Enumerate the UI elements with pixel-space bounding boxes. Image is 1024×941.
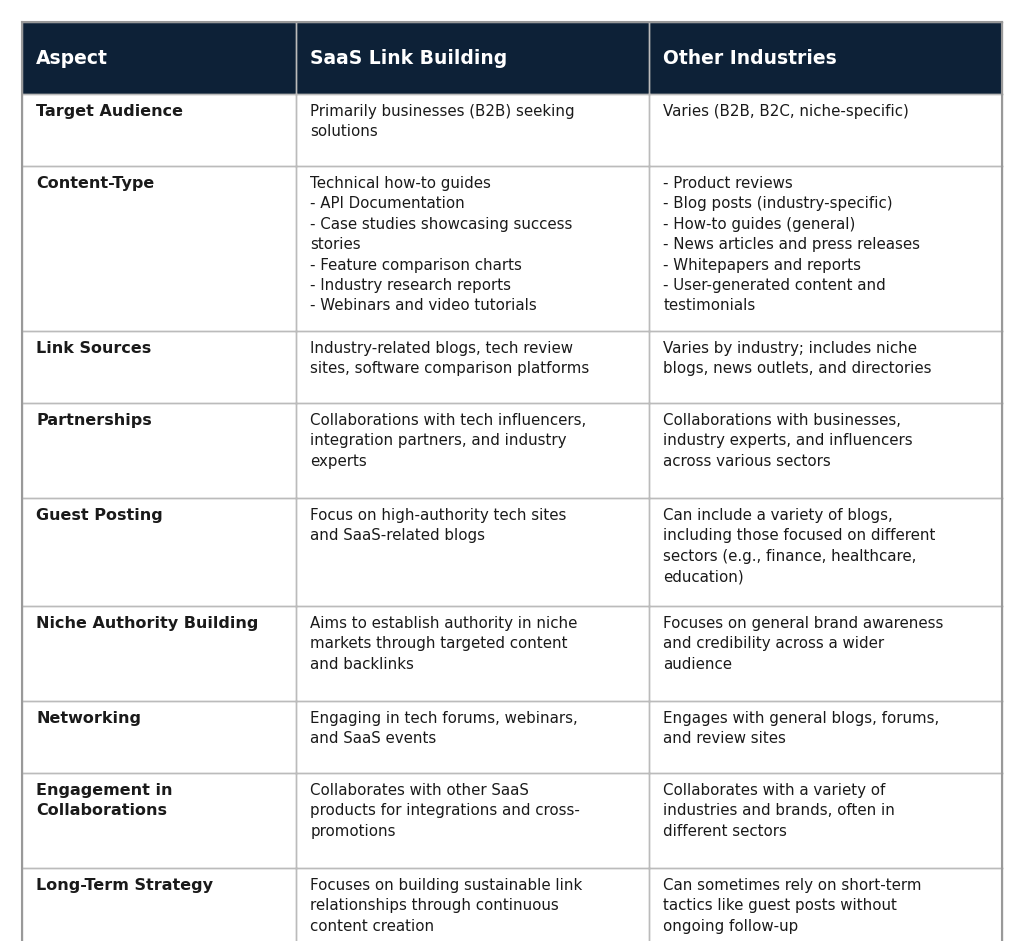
Bar — [22, 606, 296, 701]
Bar — [22, 773, 296, 868]
Text: Aspect: Aspect — [36, 49, 108, 68]
Text: Varies (B2B, B2C, niche-specific): Varies (B2B, B2C, niche-specific) — [664, 104, 909, 119]
Bar — [649, 773, 1002, 868]
Bar — [22, 701, 296, 773]
Text: Partnerships: Partnerships — [36, 413, 152, 428]
Text: Industry-related blogs, tech review
sites, software comparison platforms: Industry-related blogs, tech review site… — [310, 341, 590, 376]
Bar — [649, 498, 1002, 606]
Bar — [649, 403, 1002, 498]
Text: Focuses on building sustainable link
relationships through continuous
content cr: Focuses on building sustainable link rel… — [310, 878, 583, 933]
Text: Engaging in tech forums, webinars,
and SaaS events: Engaging in tech forums, webinars, and S… — [310, 711, 579, 746]
Text: - Product reviews
- Blog posts (industry-specific)
- How-to guides (general)
- N: - Product reviews - Blog posts (industry… — [664, 176, 921, 313]
Text: Focuses on general brand awareness
and credibility across a wider
audience: Focuses on general brand awareness and c… — [664, 616, 943, 672]
Bar — [22, 868, 296, 941]
Bar — [296, 331, 649, 403]
Text: Target Audience: Target Audience — [36, 104, 183, 119]
Text: Aims to establish authority in niche
markets through targeted content
and backli: Aims to establish authority in niche mar… — [310, 616, 578, 672]
Bar — [22, 498, 296, 606]
Bar — [296, 701, 649, 773]
Bar — [296, 403, 649, 498]
Bar — [22, 22, 296, 94]
Bar — [649, 22, 1002, 94]
Text: Link Sources: Link Sources — [36, 341, 152, 356]
Bar — [649, 701, 1002, 773]
Bar — [296, 606, 649, 701]
Text: Primarily businesses (B2B) seeking
solutions: Primarily businesses (B2B) seeking solut… — [310, 104, 575, 139]
Bar — [296, 868, 649, 941]
Bar — [649, 868, 1002, 941]
Text: Other Industries: Other Industries — [664, 49, 837, 68]
Text: Collaborations with tech influencers,
integration partners, and industry
experts: Collaborations with tech influencers, in… — [310, 413, 587, 469]
Text: Collaborates with other SaaS
products for integrations and cross-
promotions: Collaborates with other SaaS products fo… — [310, 783, 581, 838]
Bar — [22, 166, 296, 331]
Text: Technical how-to guides
- API Documentation
- Case studies showcasing success
st: Technical how-to guides - API Documentat… — [310, 176, 572, 313]
Bar — [296, 22, 649, 94]
Bar — [296, 166, 649, 331]
Bar — [22, 94, 296, 166]
Text: Content-Type: Content-Type — [36, 176, 155, 191]
Bar — [649, 606, 1002, 701]
Text: Can sometimes rely on short-term
tactics like guest posts without
ongoing follow: Can sometimes rely on short-term tactics… — [664, 878, 922, 933]
Text: Collaborations with businesses,
industry experts, and influencers
across various: Collaborations with businesses, industry… — [664, 413, 912, 469]
Text: Engages with general blogs, forums,
and review sites: Engages with general blogs, forums, and … — [664, 711, 939, 746]
Text: Niche Authority Building: Niche Authority Building — [36, 616, 258, 631]
Text: Collaborates with a variety of
industries and brands, often in
different sectors: Collaborates with a variety of industrie… — [664, 783, 895, 838]
Bar — [296, 94, 649, 166]
Bar — [649, 94, 1002, 166]
Text: Networking: Networking — [36, 711, 141, 726]
Text: Focus on high-authority tech sites
and SaaS-related blogs: Focus on high-authority tech sites and S… — [310, 508, 566, 543]
Text: SaaS Link Building: SaaS Link Building — [310, 49, 508, 68]
Bar — [296, 498, 649, 606]
Text: Long-Term Strategy: Long-Term Strategy — [36, 878, 213, 893]
Bar — [296, 773, 649, 868]
Text: Engagement in
Collaborations: Engagement in Collaborations — [36, 783, 172, 819]
Text: Guest Posting: Guest Posting — [36, 508, 163, 523]
Text: Can include a variety of blogs,
including those focused on different
sectors (e.: Can include a variety of blogs, includin… — [664, 508, 936, 584]
Text: Varies by industry; includes niche
blogs, news outlets, and directories: Varies by industry; includes niche blogs… — [664, 341, 932, 376]
Bar — [22, 403, 296, 498]
Bar — [22, 331, 296, 403]
Bar — [649, 166, 1002, 331]
Bar — [649, 331, 1002, 403]
